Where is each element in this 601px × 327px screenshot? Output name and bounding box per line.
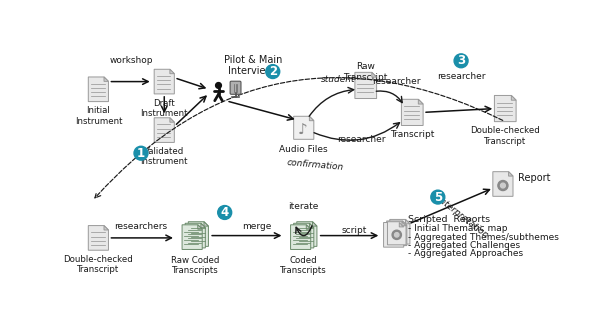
- Polygon shape: [185, 223, 206, 248]
- Polygon shape: [310, 116, 314, 121]
- Polygon shape: [201, 223, 206, 228]
- Text: - Aggregated Themes/subthemes: - Aggregated Themes/subthemes: [408, 232, 560, 242]
- Text: Pilot & Main
Interviews: Pilot & Main Interviews: [224, 55, 282, 76]
- Text: - Aggregated Challenges: - Aggregated Challenges: [408, 241, 520, 250]
- Polygon shape: [104, 226, 108, 230]
- Text: Double-checked
Transcript: Double-checked Transcript: [471, 126, 540, 146]
- Text: workshop: workshop: [109, 56, 153, 65]
- Text: researcher: researcher: [437, 72, 486, 80]
- Polygon shape: [204, 222, 209, 226]
- Polygon shape: [170, 118, 174, 122]
- Polygon shape: [88, 226, 108, 250]
- Circle shape: [266, 65, 279, 78]
- Text: ♪: ♪: [298, 123, 308, 138]
- Polygon shape: [297, 222, 317, 246]
- Polygon shape: [198, 225, 202, 229]
- Polygon shape: [294, 223, 314, 248]
- Polygon shape: [403, 221, 407, 225]
- Text: Validated
Instrument: Validated Instrument: [141, 147, 188, 166]
- Text: 2: 2: [269, 65, 277, 78]
- Text: 1: 1: [137, 147, 145, 160]
- Text: researcher: researcher: [338, 135, 386, 144]
- Polygon shape: [402, 222, 406, 226]
- Circle shape: [498, 181, 508, 191]
- Polygon shape: [386, 221, 407, 246]
- Polygon shape: [313, 222, 317, 226]
- Polygon shape: [154, 118, 174, 143]
- Polygon shape: [511, 95, 516, 100]
- Polygon shape: [495, 95, 516, 122]
- Polygon shape: [399, 222, 404, 227]
- Polygon shape: [390, 219, 410, 244]
- Circle shape: [454, 54, 468, 68]
- Circle shape: [134, 146, 148, 160]
- Text: - Initial Thematic map: - Initial Thematic map: [408, 224, 508, 233]
- Polygon shape: [355, 72, 377, 98]
- Polygon shape: [188, 222, 209, 246]
- Polygon shape: [154, 69, 174, 94]
- Polygon shape: [372, 72, 377, 77]
- Text: interpretation: interpretation: [435, 195, 490, 241]
- Text: Coded
Transcripts: Coded Transcripts: [281, 256, 327, 275]
- Polygon shape: [104, 77, 108, 81]
- Text: Double-checked
Transcript: Double-checked Transcript: [64, 255, 133, 274]
- Text: 3: 3: [457, 54, 465, 67]
- Polygon shape: [383, 222, 404, 247]
- Text: Initial
Instrument: Initial Instrument: [75, 106, 122, 126]
- Text: script: script: [341, 226, 367, 235]
- Polygon shape: [307, 225, 311, 229]
- Polygon shape: [294, 116, 314, 139]
- Text: - Aggregated Approaches: - Aggregated Approaches: [408, 250, 523, 258]
- Text: researcher: researcher: [373, 77, 421, 86]
- Text: Audio Files: Audio Files: [279, 145, 328, 154]
- Polygon shape: [290, 225, 311, 250]
- Polygon shape: [493, 172, 513, 196]
- Text: student: student: [322, 75, 356, 84]
- Text: Raw Coded
Transcripts: Raw Coded Transcripts: [171, 256, 219, 275]
- Circle shape: [394, 232, 399, 237]
- Text: Raw
Transcript: Raw Transcript: [344, 62, 388, 82]
- Polygon shape: [418, 99, 423, 104]
- Circle shape: [431, 190, 445, 204]
- Circle shape: [216, 82, 221, 88]
- Polygon shape: [406, 219, 410, 224]
- Text: researchers: researchers: [114, 222, 168, 231]
- Circle shape: [392, 230, 401, 239]
- Polygon shape: [508, 172, 513, 176]
- Polygon shape: [401, 99, 423, 126]
- Polygon shape: [388, 222, 406, 245]
- Text: 4: 4: [221, 206, 229, 219]
- Text: Report: Report: [519, 173, 551, 183]
- Circle shape: [501, 183, 505, 188]
- Text: 5: 5: [434, 191, 442, 204]
- Text: confirmation: confirmation: [287, 158, 344, 172]
- Polygon shape: [182, 225, 202, 250]
- Polygon shape: [170, 69, 174, 74]
- Text: Scripted  Reports: Scripted Reports: [408, 215, 490, 224]
- Circle shape: [218, 206, 231, 219]
- FancyBboxPatch shape: [230, 81, 241, 94]
- Text: iterate: iterate: [288, 202, 319, 211]
- Text: Draft
Instrument: Draft Instrument: [141, 98, 188, 118]
- Text: Transcript: Transcript: [390, 130, 435, 139]
- Text: merge: merge: [243, 222, 272, 231]
- Polygon shape: [88, 77, 108, 102]
- Polygon shape: [310, 223, 314, 228]
